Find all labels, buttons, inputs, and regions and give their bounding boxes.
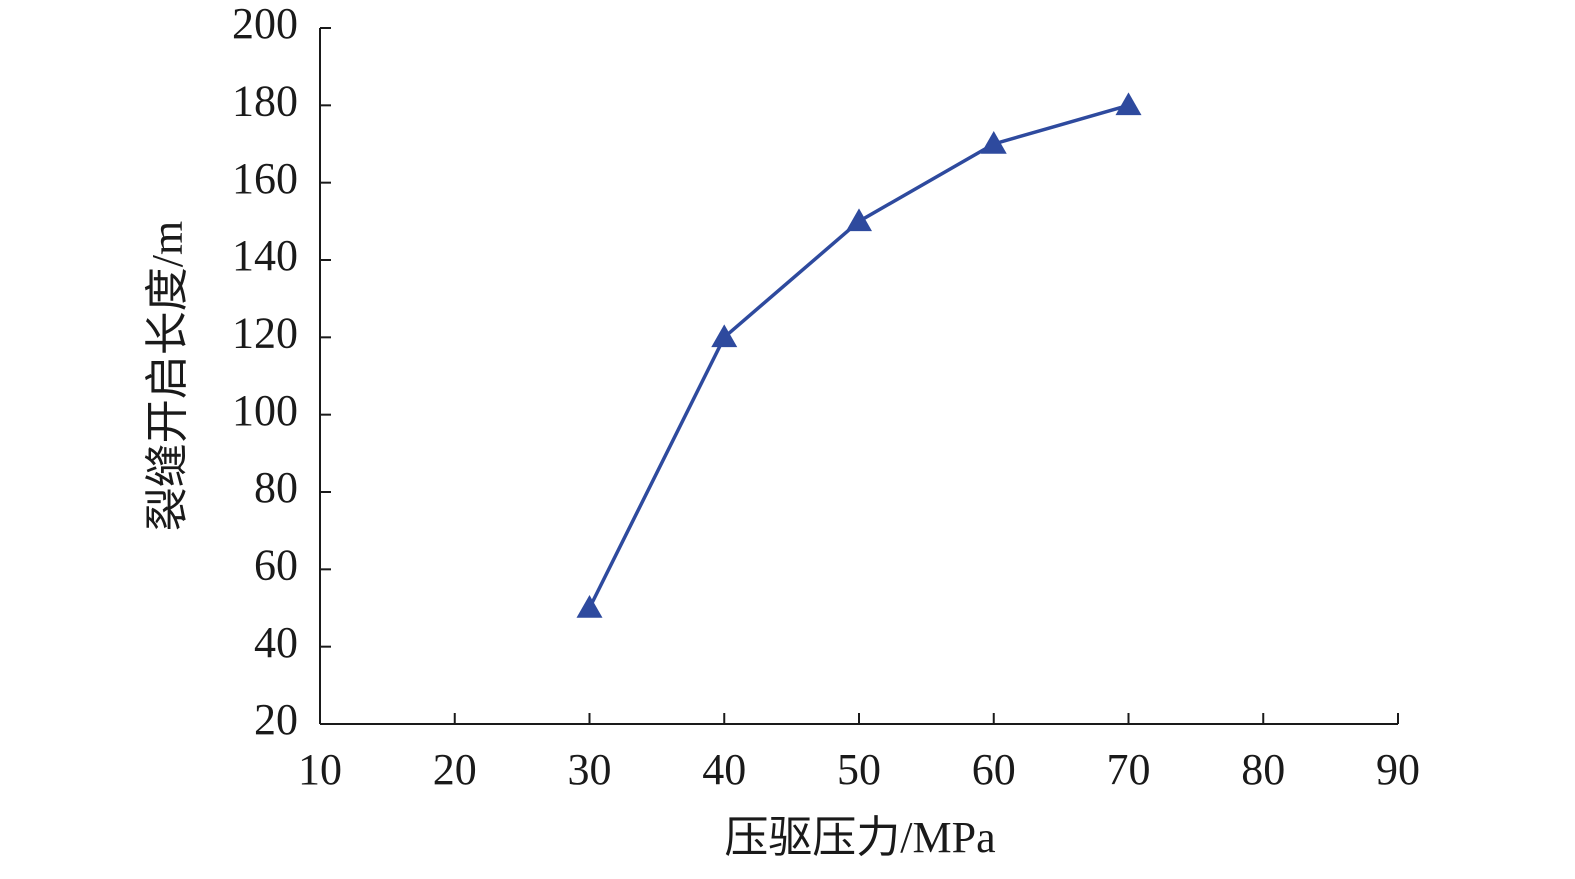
- y-tick-label: 160: [232, 154, 298, 203]
- y-axis-label: 裂缝开启长度/m: [143, 221, 192, 531]
- x-tick-label: 70: [1107, 745, 1151, 794]
- marker: [1115, 92, 1142, 116]
- x-tick-label: 80: [1241, 745, 1285, 794]
- y-tick-label: 40: [254, 618, 298, 667]
- x-tick-label: 30: [568, 745, 612, 794]
- x-tick-label: 90: [1376, 745, 1420, 794]
- y-tick-label: 80: [254, 463, 298, 512]
- y-tick-label: 200: [232, 0, 298, 48]
- x-tick-label: 20: [433, 745, 477, 794]
- x-axis-label: 压驱压力/MPa: [724, 813, 995, 862]
- y-tick-label: 140: [232, 231, 298, 280]
- x-tick-label: 10: [298, 745, 342, 794]
- marker: [711, 324, 738, 348]
- y-tick-label: 20: [254, 695, 298, 744]
- marker: [980, 131, 1007, 154]
- y-tick-label: 60: [254, 540, 298, 589]
- x-tick-label: 40: [702, 745, 746, 794]
- y-tick-label: 100: [232, 386, 298, 435]
- line: [587, 103, 1129, 609]
- y-tick-label: 120: [232, 308, 298, 357]
- x-tick-label: 50: [837, 745, 881, 794]
- x-tick-label: 60: [972, 745, 1016, 794]
- marker: [576, 595, 603, 618]
- marker: [846, 208, 872, 232]
- y-tick-label: 180: [232, 76, 298, 125]
